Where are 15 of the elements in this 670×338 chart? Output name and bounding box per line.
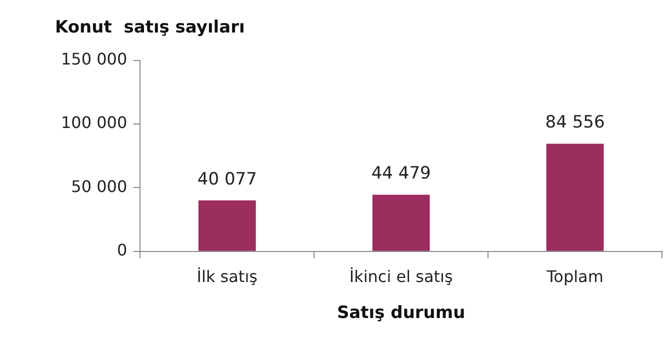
y-tick-label: 100 000: [60, 113, 128, 132]
data-label: 40 077: [197, 169, 257, 190]
chart-title: Konut satış sayıları: [55, 18, 245, 38]
y-tick-label: 150 000: [60, 50, 128, 69]
x-tick-label: İkinci el satış: [349, 267, 453, 286]
x-tick-label: İlk satış: [196, 267, 258, 286]
data-label: 44 479: [371, 164, 431, 184]
bar: [198, 200, 256, 251]
x-axis-title: Satış durumu: [336, 303, 466, 324]
data-label: 84 556: [545, 112, 605, 133]
bar: [372, 194, 430, 251]
y-tick-label: 50 000: [71, 176, 128, 196]
y-tick-label: 0: [116, 240, 128, 260]
x-tick-label: Toplam: [546, 267, 604, 286]
bar: [546, 144, 604, 251]
